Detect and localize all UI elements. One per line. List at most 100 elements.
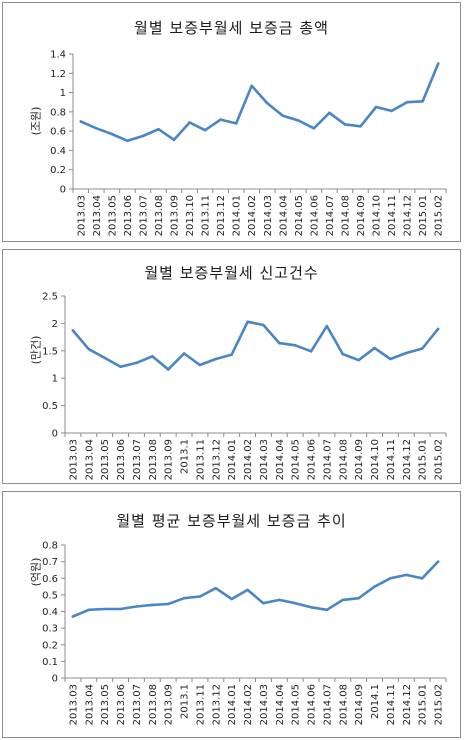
- y-tick-label: 0.6: [42, 574, 58, 585]
- x-tick-label: 2014.05: [291, 439, 302, 480]
- data-point: [297, 119, 300, 122]
- x-tick-label: 2013.09: [164, 684, 175, 725]
- x-tick-label: 2013.12: [216, 195, 227, 236]
- data-point: [341, 598, 345, 602]
- x-tick-label: 2015.02: [434, 195, 445, 236]
- x-tick-label: 2015.02: [434, 439, 445, 480]
- data-point: [119, 607, 122, 611]
- x-tick-label: 2013.06: [116, 684, 127, 725]
- x-tick-label: 2013.06: [116, 439, 127, 480]
- data-point: [119, 365, 122, 368]
- x-tick-label: 2014.09: [356, 195, 367, 236]
- x-tick-label: 2014.08: [338, 439, 349, 480]
- chart-panel-average-deposit: 월별 평균 보증부월세 보증금 추이 (억원) 0 0.1 0.2 0.3 0.4 0.5…: [2, 491, 461, 738]
- data-point: [374, 105, 378, 109]
- x-tick-label: 2013.11: [195, 684, 206, 725]
- data-point: [359, 125, 362, 128]
- data-point: [182, 596, 186, 600]
- y-tick-label: 2.5: [42, 292, 58, 303]
- x-tick-label: 2014.10: [370, 439, 381, 480]
- data-point: [405, 573, 408, 577]
- data-point: [126, 139, 129, 143]
- data-point: [103, 356, 106, 360]
- x-tick-label: 2013.03: [68, 439, 79, 480]
- data-point: [357, 596, 360, 600]
- data-point: [151, 354, 154, 358]
- x-tick-label: 2013.09: [170, 195, 181, 236]
- x-tick-label: 2013.04: [84, 439, 95, 480]
- data-point: [262, 323, 265, 327]
- series-line: [79, 62, 440, 143]
- data-point: [309, 606, 313, 609]
- chart-svg: 0 0.2 0.4 0.6 0.8 1 1.2 1.4 2013.03 2013.04 2013.0…: [50, 50, 447, 236]
- data-point: [281, 114, 285, 118]
- x-tick-label: 2014.01: [227, 439, 238, 480]
- data-point: [293, 601, 297, 605]
- data-point: [203, 128, 207, 132]
- x-tick-label: 2013.12: [211, 439, 222, 480]
- x-tick-label: 2014.12: [403, 195, 414, 236]
- x-tick-label: 2014.07: [322, 439, 333, 480]
- chart-title: 월별 보증부월세 신고건수: [144, 264, 319, 282]
- x-tick-label: 2014.03: [259, 439, 270, 480]
- x-tick-label: 2014.04: [275, 684, 286, 725]
- x-tick-label: 2014.06: [307, 684, 318, 725]
- data-point: [182, 352, 186, 355]
- x-tick-label: 2015.01: [418, 439, 429, 480]
- x-tick-label: 2013.03: [68, 684, 79, 725]
- y-tick-label: 0.1: [42, 657, 58, 668]
- data-point: [309, 350, 313, 353]
- x-tick-label: 2015.01: [418, 195, 429, 236]
- y-tick-label: 1.2: [50, 69, 66, 80]
- x-tick-label: 2014.10: [372, 195, 383, 236]
- x-tick-label: 2013.07: [132, 439, 143, 480]
- data-point: [166, 602, 170, 606]
- data-point: [135, 605, 138, 608]
- x-tick-label: 2013.09: [164, 439, 175, 480]
- y-tick-label: 1: [60, 88, 66, 99]
- x-tick-label: 2013.05: [100, 684, 111, 725]
- x-tick-label: 2014.09: [354, 684, 365, 725]
- x-tick-label: 2014.1: [370, 684, 381, 719]
- chart-svg: 0 0.5 1 1.5 2 2.5 2013.03 2013.04 2013.05 2013.06…: [42, 292, 447, 480]
- data-point: [328, 111, 331, 115]
- x-tick-label: 2013.1: [180, 439, 191, 474]
- data-point: [198, 363, 202, 367]
- data-point: [420, 576, 424, 580]
- x-tick-label: 2014.03: [263, 195, 274, 236]
- data-point: [71, 329, 75, 332]
- data-point: [312, 126, 316, 130]
- data-point: [151, 603, 154, 607]
- data-point: [141, 134, 145, 138]
- y-tick-label: 2: [52, 319, 58, 330]
- x-tick-label: 2014.05: [291, 684, 302, 725]
- x-tick-label: 2014.02: [243, 684, 254, 725]
- data-point: [421, 99, 424, 103]
- x-tick-label: 2014.06: [309, 195, 320, 236]
- data-point: [405, 351, 408, 355]
- data-point: [246, 588, 249, 592]
- data-point: [230, 353, 233, 356]
- data-point: [262, 601, 265, 605]
- y-tick-label: 0.5: [42, 401, 58, 412]
- x-tick-label: 2014.04: [275, 439, 286, 480]
- x-tick-label: 2013.05: [100, 439, 111, 480]
- data-point: [357, 358, 360, 362]
- data-point: [214, 357, 218, 361]
- x-tick-label: 2013.11: [195, 439, 206, 480]
- x-tick-label: 2015.02: [434, 684, 445, 725]
- x-tick-label: 2014.09: [354, 439, 365, 480]
- x-tick-label: 2013.08: [148, 439, 159, 480]
- data-point: [343, 123, 347, 126]
- data-point: [110, 132, 114, 136]
- x-tick-label: 2014.08: [340, 195, 351, 236]
- data-point: [135, 361, 138, 365]
- x-tick-label: 2014.07: [325, 195, 336, 236]
- x-tick-label: 2013.12: [211, 684, 222, 725]
- data-point: [79, 120, 83, 123]
- x-tick-label: 2014.07: [322, 684, 333, 725]
- data-point: [198, 595, 202, 598]
- y-tick-label: 0.3: [42, 624, 58, 635]
- y-tick-label: 0.7: [42, 557, 58, 568]
- data-point: [389, 357, 392, 361]
